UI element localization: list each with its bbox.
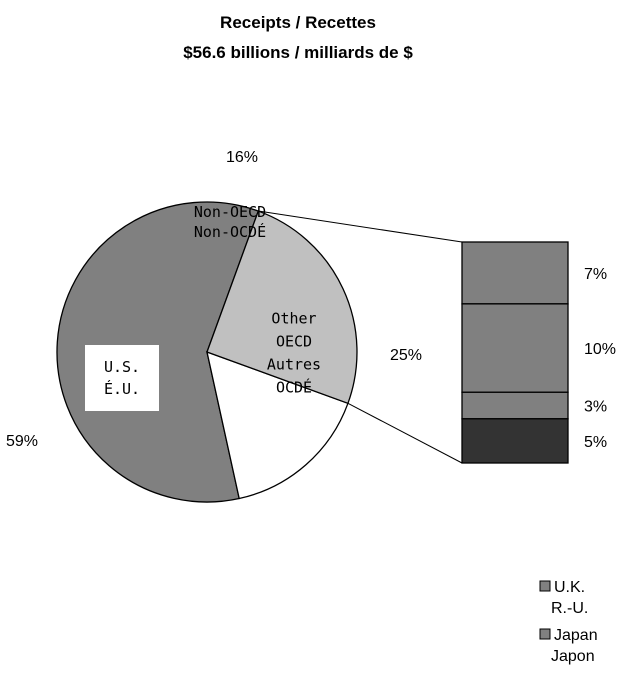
slice-label-line: Autres: [267, 356, 321, 374]
breakdown-value-label: 3%: [584, 399, 607, 416]
slice-label-line: Non-OECD: [194, 203, 266, 221]
slice-label: Other OECD Autres OCDÉ: [267, 310, 321, 397]
breakdown-value-label: 7%: [584, 266, 607, 283]
slice-label-line: OCDÉ: [276, 378, 312, 397]
breakdown-bar: 7% 10% 3% 5%: [461, 241, 616, 464]
breakdown-value-label: 10%: [584, 341, 616, 358]
slice-label-line: U.S.: [104, 358, 140, 376]
chart-subtitle: $56.6 billions / milliards de $: [183, 43, 413, 62]
slice-label-box: [85, 345, 159, 411]
legend-label: R.-U.: [551, 600, 588, 617]
connector-line: [258, 210, 463, 243]
breakdown-segment: [461, 303, 569, 393]
breakdown-segment: [461, 418, 569, 464]
chart-title: Receipts / Recettes: [220, 13, 376, 32]
legend-swatch: [539, 628, 551, 640]
breakdown-segment: [461, 241, 569, 305]
slice-label: U.S. É.U.: [85, 345, 159, 411]
slice-value-label: 25%: [390, 347, 422, 364]
slice-label-line: Other: [271, 310, 316, 328]
legend: U.K. R.-U. Japan Japon: [539, 579, 598, 665]
slice-label-line: OECD: [276, 333, 312, 351]
pie-slice: [206, 350, 349, 500]
breakdown-value-label: 5%: [584, 434, 607, 451]
slice-value-label: 16%: [226, 149, 258, 166]
slice-value-label: 59%: [6, 433, 38, 450]
pie-slice: [206, 210, 358, 405]
slice-label-line: Non-OCDÉ: [194, 222, 266, 241]
connector-line: [347, 402, 463, 464]
breakdown-segment: [461, 391, 569, 420]
slice-label-line: É.U.: [104, 379, 140, 398]
legend-label: Japon: [551, 648, 595, 665]
legend-swatch: [539, 580, 551, 592]
breakdown-connectors: [258, 210, 463, 464]
legend-label: U.K.: [554, 579, 585, 596]
legend-label: Japan: [554, 627, 598, 644]
